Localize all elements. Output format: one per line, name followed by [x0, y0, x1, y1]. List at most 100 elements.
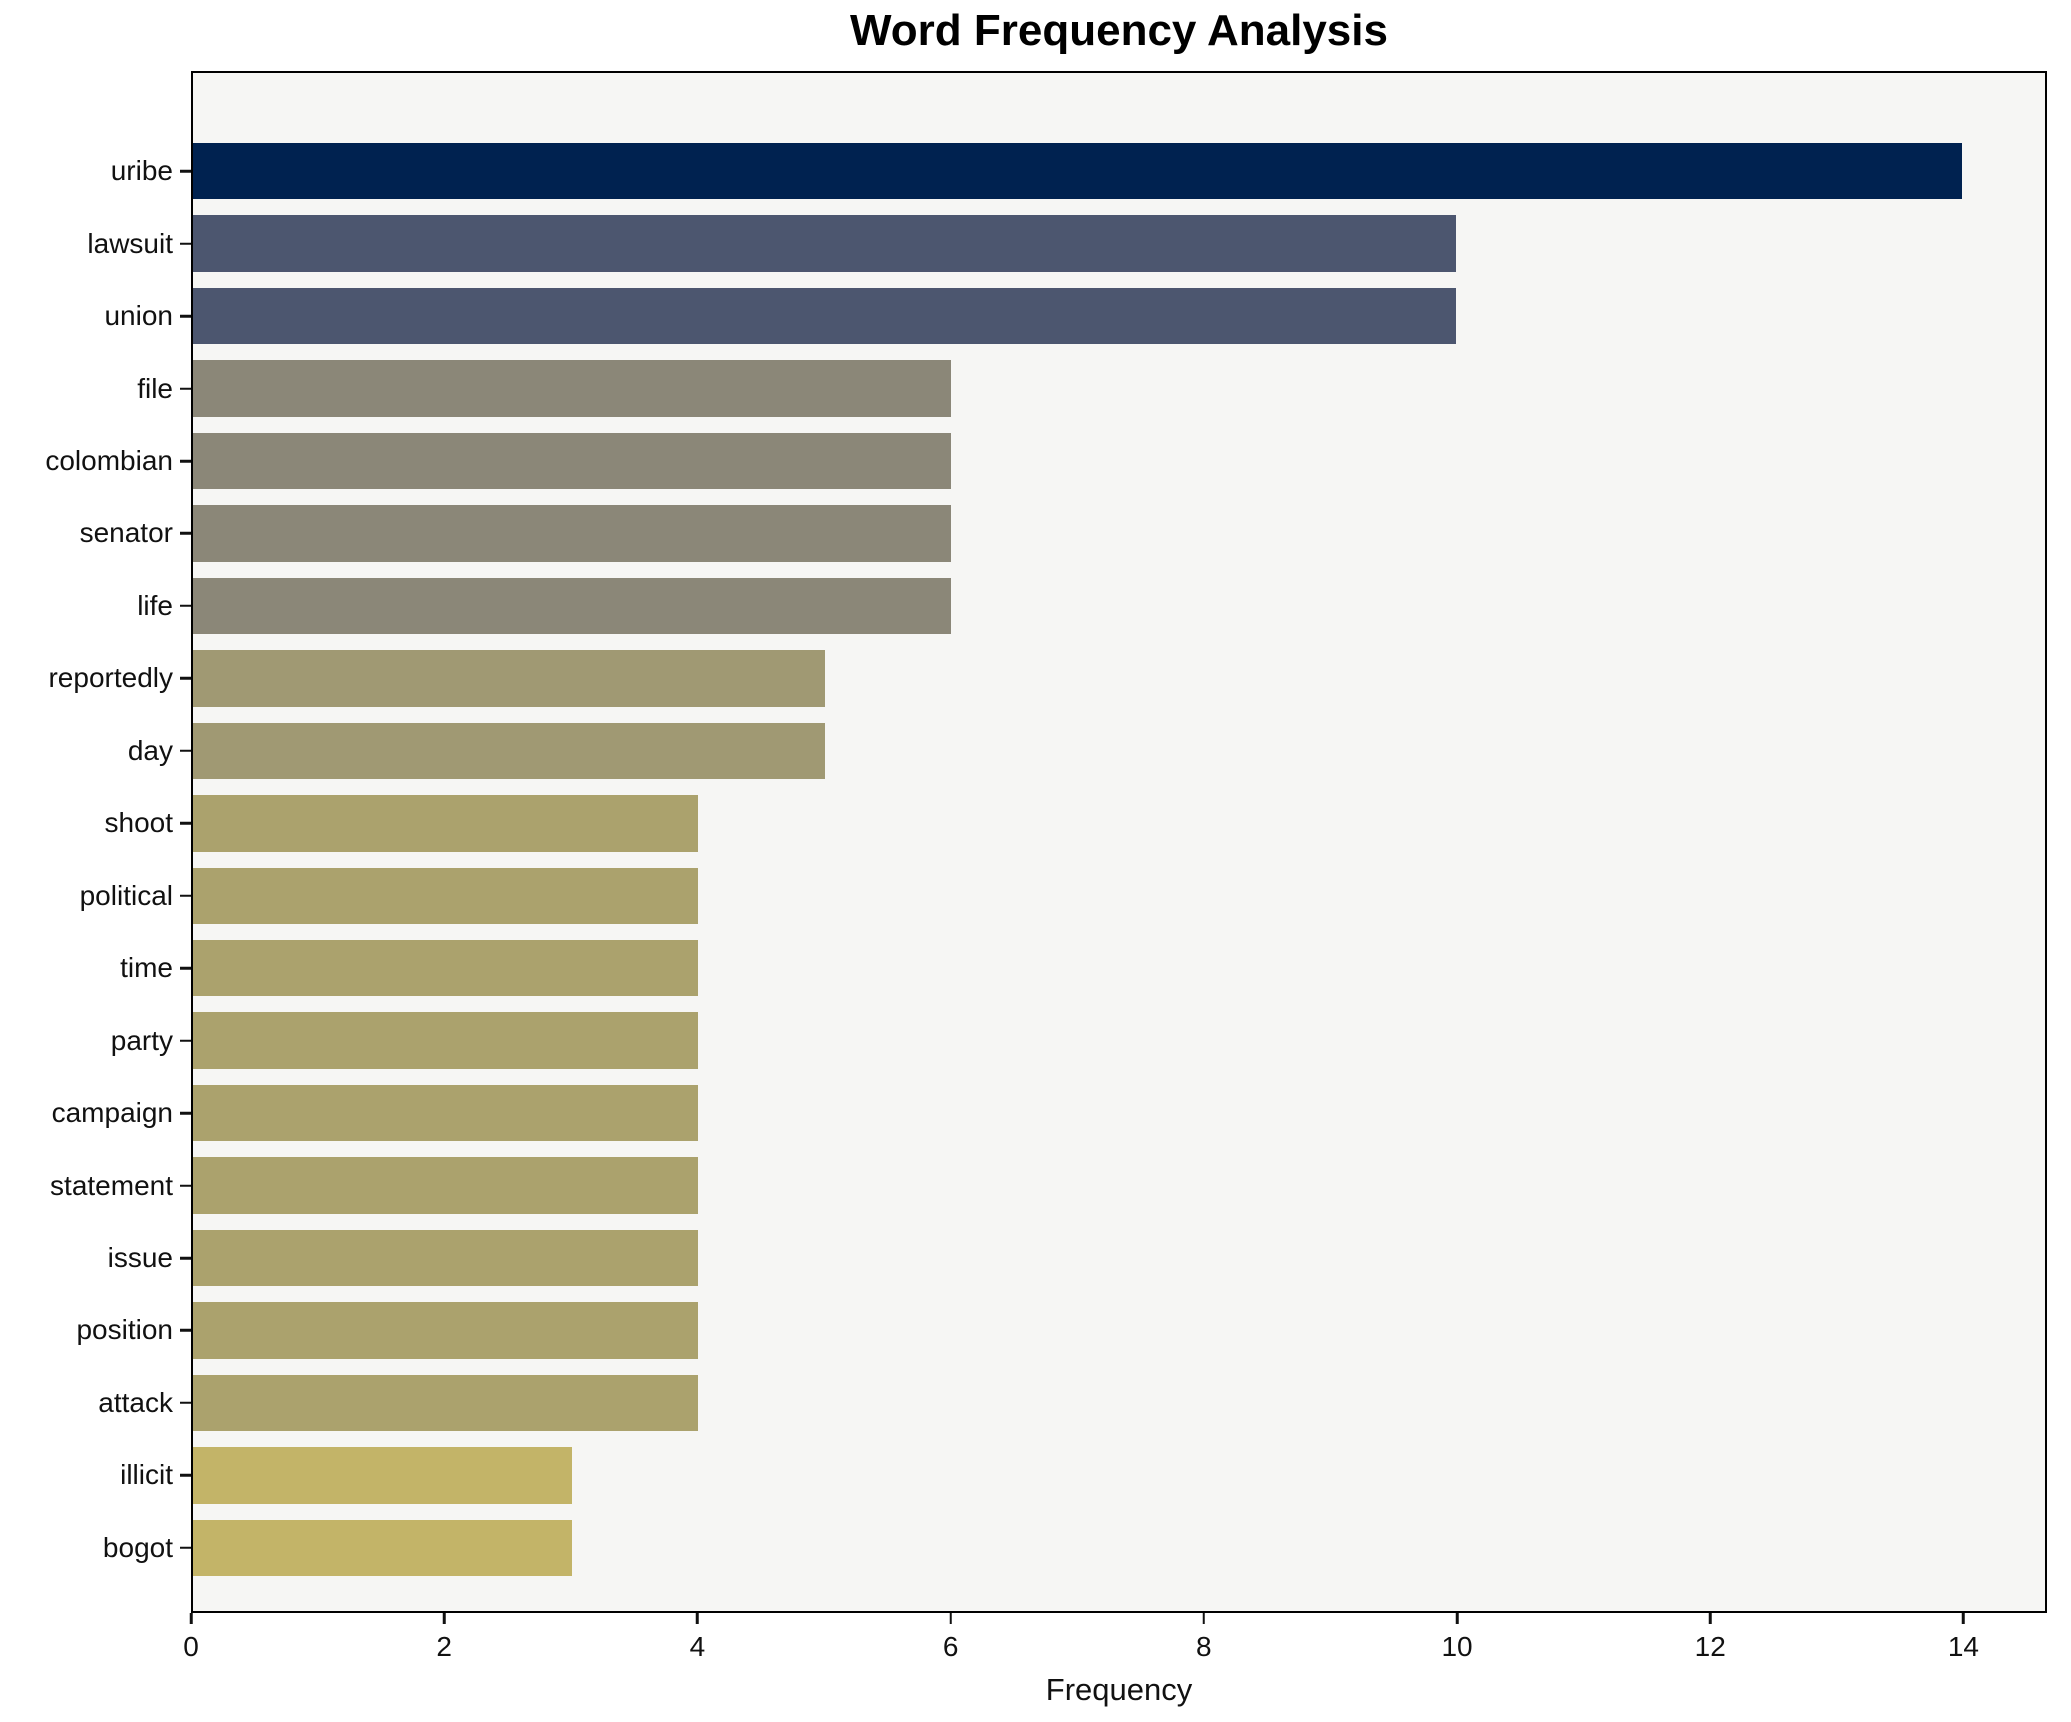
y-tick-mark — [180, 1474, 191, 1477]
x-tick-label-14: 14 — [1947, 1631, 1980, 1662]
bar-party[interactable] — [193, 1012, 699, 1069]
x-tick-mark — [442, 1613, 446, 1624]
y-tick-mark — [180, 894, 191, 897]
bar-row: senator — [80, 497, 2045, 569]
y-axis-label-time: time — [120, 952, 173, 984]
y-axis-label-bogot: bogot — [102, 1531, 173, 1563]
y-axis-label-uribe: uribe — [110, 155, 173, 187]
y-axis-label-file: file — [137, 372, 173, 404]
x-tick-label-6: 6 — [942, 1631, 959, 1662]
bar-issue[interactable] — [193, 1229, 699, 1287]
y-tick-mark — [180, 1546, 191, 1550]
x-tick-mark — [1708, 1613, 1712, 1624]
y-tick-mark — [180, 604, 191, 608]
y-axis-label-statement: statement — [50, 1169, 173, 1201]
y-axis-label-campaign: campaign — [51, 1097, 173, 1129]
bar-time[interactable] — [193, 939, 699, 997]
y-tick-mark — [180, 242, 191, 245]
bar-senator[interactable] — [193, 505, 951, 562]
y-axis-label-reportedly: reportedly — [48, 662, 173, 694]
x-axis-title: Frequency — [1045, 1672, 1193, 1707]
x-tick-mark — [189, 1613, 193, 1624]
bar-row: political — [80, 860, 2045, 932]
y-axis-label-issue: issue — [107, 1242, 173, 1274]
x-tick-label-2: 2 — [436, 1631, 452, 1662]
bar-uribe[interactable] — [193, 142, 1962, 200]
bar-row: life — [137, 570, 2045, 642]
bar-rows: uribe lawsuit union file colombian senator lif… — [45, 73, 2045, 1611]
y-axis-label-party: party — [110, 1024, 173, 1056]
bar-row: illicit — [120, 1439, 2045, 1511]
bar-political[interactable] — [193, 867, 699, 924]
y-tick-mark — [180, 1329, 191, 1332]
y-axis-label-position: position — [76, 1314, 173, 1346]
y-tick-mark — [180, 459, 191, 463]
x-tick-mark — [1962, 1613, 1965, 1624]
bar-position[interactable] — [193, 1302, 699, 1359]
bar-row: bogot — [103, 1512, 2045, 1584]
x-tick-mark — [949, 1613, 952, 1624]
y-tick-mark — [180, 1256, 191, 1260]
y-axis-label-illicit: illicit — [120, 1459, 173, 1491]
bar-bogot[interactable] — [193, 1519, 572, 1577]
y-tick-mark — [180, 749, 191, 753]
bar-day[interactable] — [193, 722, 825, 780]
bar-colombian[interactable] — [193, 432, 951, 490]
x-tick-label-0: 0 — [183, 1631, 199, 1662]
x-tick-label-10: 10 — [1441, 1631, 1473, 1662]
y-tick-mark — [180, 387, 191, 390]
bar-row: union — [104, 280, 2045, 352]
x-tick-mark — [1455, 1613, 1459, 1624]
y-axis-label-shoot: shoot — [104, 807, 174, 839]
bar-row: shoot — [105, 787, 2045, 859]
bar-row: campaign — [52, 1077, 2045, 1149]
y-tick-mark — [180, 966, 191, 970]
y-axis-label-attack: attack — [98, 1386, 173, 1418]
bar-reportedly[interactable] — [193, 650, 825, 707]
bar-row: issue — [108, 1222, 2045, 1294]
y-tick-mark — [180, 169, 191, 173]
bar-row: day — [128, 715, 2045, 787]
bar-lawsuit[interactable] — [193, 215, 1457, 272]
y-tick-mark — [180, 314, 191, 318]
bar-union[interactable] — [193, 287, 1457, 345]
bar-row: position — [76, 1294, 2045, 1366]
bar-life[interactable] — [193, 577, 951, 635]
bar-attack[interactable] — [193, 1374, 699, 1432]
bar-row: uribe — [111, 135, 2045, 207]
bar-row: attack — [98, 1367, 2045, 1439]
bar-row: statement — [50, 1149, 2045, 1221]
bar-row: time — [120, 932, 2045, 1004]
bar-row: reportedly — [48, 642, 2045, 714]
y-tick-mark — [180, 1401, 191, 1405]
y-axis-label-life: life — [137, 589, 173, 621]
y-axis-label-day: day — [127, 734, 173, 766]
y-tick-mark — [180, 532, 191, 535]
x-tick-label-4: 4 — [689, 1631, 706, 1662]
bar-row: colombian — [45, 425, 2045, 497]
y-axis-label-political: political — [79, 879, 173, 911]
y-axis-label-lawsuit: lawsuit — [87, 227, 173, 259]
bar-row: party — [111, 1004, 2045, 1076]
bar-statement[interactable] — [193, 1157, 699, 1214]
bar-campaign[interactable] — [193, 1084, 699, 1142]
y-tick-mark — [180, 822, 191, 825]
y-axis-label-colombian: colombian — [45, 445, 173, 477]
x-tick-label-12: 12 — [1694, 1631, 1726, 1662]
x-tick-mark — [696, 1613, 699, 1624]
y-axis-label-union: union — [104, 300, 173, 332]
bar-illicit[interactable] — [193, 1447, 572, 1504]
bar-shoot[interactable] — [193, 795, 699, 852]
y-tick-mark — [180, 1039, 191, 1042]
y-tick-mark — [180, 677, 191, 680]
chart-title: Word Frequency Analysis — [850, 6, 1388, 55]
bar-row: file — [137, 352, 2045, 424]
bar-file[interactable] — [193, 360, 951, 417]
plot-area: uribe lawsuit union file colombian senator lif… — [45, 71, 2047, 1613]
x-axis: 0 2 4 6 8 10 12 14 — [183, 1613, 2047, 1683]
x-tick-label-8: 8 — [1196, 1631, 1212, 1662]
x-tick-mark — [1202, 1613, 1206, 1624]
bar-row: lawsuit — [87, 207, 2045, 279]
y-tick-mark — [180, 1184, 191, 1187]
